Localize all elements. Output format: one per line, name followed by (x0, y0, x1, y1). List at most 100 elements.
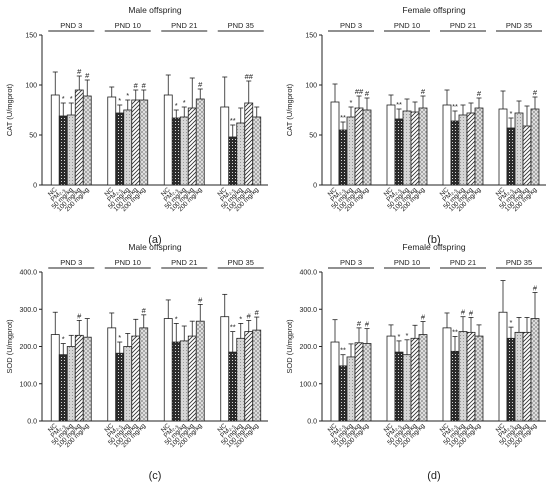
significance-mark: ** (340, 346, 346, 355)
significance-mark: # (198, 295, 203, 304)
bar (82, 336, 92, 422)
bar (386, 104, 396, 186)
bar (418, 334, 428, 422)
panel-letter: (b) (427, 234, 440, 246)
y-tick-label: 0.0 (307, 419, 317, 426)
bar (402, 354, 412, 422)
significance-mark: ## (355, 87, 364, 96)
group-label: PND 35 (228, 21, 254, 30)
significance-mark: # (421, 87, 426, 96)
significance-mark: # (142, 306, 147, 315)
significance-mark: * (350, 98, 353, 107)
significance-mark: * (398, 332, 401, 341)
x-tick-label: NC (160, 422, 172, 434)
group-label: PND 35 (506, 21, 532, 30)
bar (139, 327, 149, 422)
bar (179, 116, 189, 186)
significance-mark: # (255, 308, 260, 317)
bar (220, 316, 230, 422)
significance-mark: ** (340, 113, 346, 122)
y-axis-label: SOD (U/mgprot) (5, 319, 14, 374)
bar (220, 106, 230, 186)
significance-mark: # (533, 88, 538, 97)
x-tick-label: NC (495, 422, 507, 434)
bar (74, 334, 84, 422)
panel-letter: (a) (148, 234, 161, 246)
bar (442, 104, 452, 186)
bar (466, 112, 476, 186)
x-tick-label: NC (439, 186, 451, 198)
x-tick-label: NC (216, 422, 228, 434)
group-label: PND 3 (340, 258, 362, 267)
panel-letter: (d) (427, 470, 440, 482)
significance-mark: # (134, 81, 139, 90)
bar (244, 102, 254, 186)
bar (244, 331, 254, 422)
panel-title: Male offspring (128, 242, 182, 252)
bar (402, 110, 412, 186)
group-label: PND 21 (450, 21, 476, 30)
chart-panel: Female offspring 0.0 100.0 200.0 300.0 400.0 S… (285, 242, 546, 482)
significance-mark: * (118, 333, 121, 342)
bar (458, 114, 468, 186)
significance-mark: # (365, 320, 370, 329)
bar (466, 331, 476, 422)
bar (228, 136, 238, 186)
bar (410, 111, 420, 186)
panel-title: Female offspring (402, 242, 465, 252)
bar (139, 99, 149, 186)
significance-mark: # (77, 67, 82, 76)
group-label: PND 10 (394, 258, 420, 267)
significance-mark: ** (452, 327, 458, 336)
significance-mark: * (70, 94, 73, 103)
bar (123, 346, 133, 422)
bar (450, 350, 460, 422)
y-tick-label: 50 (29, 133, 37, 140)
bar (442, 327, 452, 422)
chart-panel: Female offspring 0 50 100 150 CAT (U/mgprot) P… (285, 5, 546, 246)
bar (107, 327, 117, 422)
y-tick-label: 0 (313, 183, 317, 190)
bar (330, 341, 340, 422)
x-tick-label: NC (439, 422, 451, 434)
significance-mark: ## (245, 72, 254, 81)
bar (386, 335, 396, 422)
significance-mark: # (365, 89, 370, 98)
bar (195, 98, 205, 186)
bar (394, 118, 404, 186)
panel-title: Male offspring (128, 5, 182, 15)
group-label: PND 3 (60, 258, 82, 267)
y-tick-label: 150 (25, 33, 37, 40)
bar (171, 341, 181, 422)
group-label: PND 35 (228, 258, 254, 267)
bar (506, 337, 516, 422)
significance-mark: * (239, 314, 242, 323)
bar (354, 342, 364, 422)
y-tick-label: 50 (309, 133, 317, 140)
significance-mark: # (77, 311, 82, 320)
bar (82, 95, 92, 186)
significance-mark: * (510, 318, 513, 327)
panel-letter: (c) (149, 470, 162, 482)
bar (131, 99, 141, 186)
bar (458, 331, 468, 422)
y-tick-label: 0 (33, 183, 37, 190)
chart-panel: Male offspring 0.0 100.0 200.0 300.0 400.0 SOD… (5, 242, 268, 482)
bar (450, 120, 460, 186)
bar (236, 122, 246, 186)
significance-mark: * (183, 98, 186, 107)
bar (107, 96, 117, 186)
bar (236, 337, 246, 422)
y-tick-label: 100 (305, 83, 317, 90)
y-axis-label: CAT (U/mgprot) (5, 83, 14, 136)
bar (123, 109, 133, 186)
x-tick-label: NC (160, 186, 172, 198)
x-tick-label: NC (216, 186, 228, 198)
significance-mark: # (469, 308, 474, 317)
bar (115, 352, 125, 422)
significance-mark: # (142, 81, 147, 90)
y-tick-label: 100 (25, 83, 37, 90)
significance-mark: # (247, 311, 252, 320)
group-label: PND 10 (394, 21, 420, 30)
